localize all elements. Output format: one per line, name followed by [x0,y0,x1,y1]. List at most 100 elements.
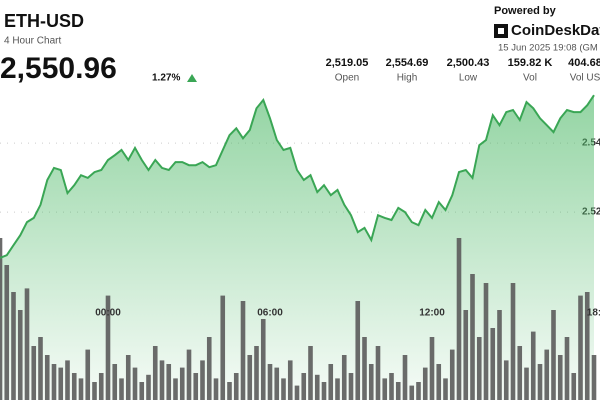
brand-logo [494,24,508,38]
subtitle: 4 Hour Chart [4,36,61,47]
volume-bar [119,378,124,400]
volume-bar [11,292,16,400]
volume-bar [186,349,192,400]
volume-bar [564,337,570,400]
volume-bar [31,346,37,400]
volume-bar [132,367,138,400]
volume-bar [71,373,77,400]
stat-value: 2,519.05 [326,57,369,69]
volume-bar [44,355,50,400]
x-tick-label: 00:00 [95,308,121,319]
volume-bar [227,382,232,400]
volume-bar [294,385,300,400]
stat-label: High [397,73,418,84]
volume-bar [200,360,205,400]
volume-bar [220,295,226,400]
up-arrow [187,74,197,82]
volume-bar [51,364,57,400]
volume-bar [483,283,489,400]
volume-bar [382,378,388,400]
price-line [0,94,595,259]
powered-by: Powered by [494,5,557,17]
stat-label: Vol US [570,73,600,84]
volume-bar [105,295,111,400]
volume-bar [321,382,327,400]
volume-bar [578,295,583,400]
volume-bar [308,346,313,400]
volume-bar [139,382,145,400]
volume-bar [416,382,421,400]
volume-bar [362,337,367,400]
volume-bar [58,367,64,400]
volume-bar [436,364,442,400]
volume-bar [85,349,91,400]
volume-bar [193,373,199,400]
volume-bar [254,346,259,400]
volume-bar [530,331,536,400]
volume-bar [463,310,469,400]
volume-bar [348,373,354,400]
volume-bar [402,355,408,400]
volume-bar [247,355,253,400]
volume-bar [510,283,516,400]
volume-bar [490,328,496,400]
x-tick-label: 12:00 [419,308,445,319]
volume-bar [281,378,286,400]
volume-bar [517,346,523,400]
volume-bar [260,319,266,400]
x-tick-label: 18: [587,308,600,319]
volume-bar [409,385,415,400]
volume-bar [368,364,374,400]
volume-bar [429,337,435,400]
volume-bar [65,360,70,400]
volume-bar [78,378,84,400]
volume-bar [449,349,455,400]
stat-value: 159.82 K [508,57,553,69]
volume-bar [112,364,118,400]
volume-bar [125,355,131,400]
volume-bar [456,238,462,400]
stat-label: Low [459,73,478,84]
stat-label: Open [335,73,359,84]
volume-bar [4,265,10,400]
x-tick-label: 06:00 [257,308,283,319]
volume-bar [571,373,577,400]
volume-bar [470,274,475,400]
volume-bar [173,378,178,400]
volume-bar [24,288,30,400]
volume-bar [557,355,563,400]
volume-bar [166,364,172,400]
timestamp: 15 Jun 2025 19:08 (GM [498,43,598,54]
volume-bar [240,301,246,400]
volume-bar [503,360,509,400]
volume-bar [335,378,340,400]
volume-bar [422,367,428,400]
volume-bar [551,310,556,400]
stat-value: 2,554.69 [386,57,429,69]
volume-bar [328,364,334,400]
volume-bar [274,367,280,400]
volume-bar [38,337,43,400]
brand: CoinDeskDat [511,22,600,39]
volume-bar [524,367,529,400]
volume-bar [152,346,158,400]
volume-bar [314,374,320,400]
volume-bar [389,373,394,400]
volume-bar [544,349,550,400]
volume-bar [92,382,97,400]
volume-bar [497,310,502,400]
volume-bar [159,360,165,400]
volume-bar [0,238,3,400]
volume-bar [301,373,307,400]
stats: 2,519.05 Open 2,554.69 High 2,500.43 Low 159.8… [326,57,600,84]
volume-bar [375,346,381,400]
change: 1.27% [152,73,180,84]
stat-value: 2,500.43 [447,57,490,69]
volume-bar [591,355,597,400]
volume-bar [443,378,448,400]
volume-bar [213,378,219,400]
volume-bar [476,337,482,400]
